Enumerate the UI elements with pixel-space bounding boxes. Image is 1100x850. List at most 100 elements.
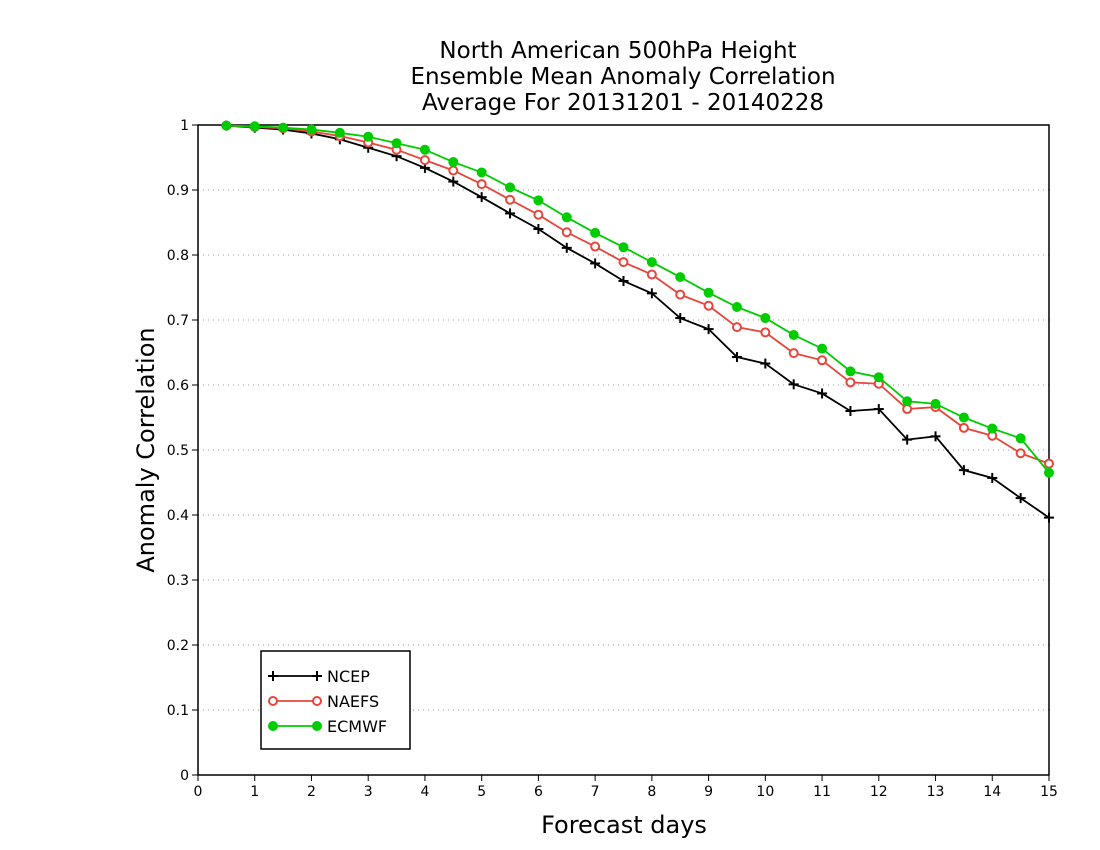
data-point	[1015, 448, 1026, 459]
data-point	[476, 167, 487, 178]
data-point	[419, 155, 430, 166]
x-tick-label: 5	[477, 784, 486, 800]
data-point	[703, 324, 714, 335]
y-tick-label: 0.9	[167, 183, 189, 199]
data-point	[1044, 512, 1054, 523]
legend-item-naefs: NAEFS	[268, 692, 379, 711]
series-line	[226, 124, 1050, 474]
y-tick-label: 0	[180, 768, 189, 784]
grid-lines	[198, 124, 1049, 711]
chart-title: North American 500hPa Height Ensemble Me…	[410, 38, 835, 116]
data-point	[590, 227, 601, 238]
data-point	[873, 404, 884, 415]
data-point	[845, 377, 856, 388]
legend-marker	[312, 671, 322, 681]
data-point	[788, 379, 799, 390]
x-tick-label: 13	[927, 784, 945, 800]
y-axis-title: Anomaly Correlation	[132, 327, 160, 572]
data-point	[760, 313, 771, 324]
legend-marker	[312, 721, 322, 731]
data-point	[760, 358, 771, 369]
x-tick-label: 1	[250, 784, 259, 800]
data-point	[278, 122, 289, 133]
data-point	[618, 242, 629, 253]
data-point	[788, 348, 799, 359]
data-point	[958, 465, 969, 476]
data-point	[476, 192, 487, 203]
series-ecmwf	[221, 120, 1054, 478]
title-line-3: Average For 20131201 - 20140228	[422, 90, 824, 116]
x-tick-label: 3	[364, 784, 373, 800]
y-tick-label: 1	[180, 118, 189, 134]
data-point	[448, 165, 459, 176]
data-point	[618, 276, 629, 286]
x-tick-label: 10	[756, 784, 774, 800]
y-tick-label: 0.7	[167, 313, 189, 329]
data-point	[561, 212, 572, 223]
data-point	[987, 423, 998, 434]
data-point	[448, 176, 459, 187]
data-point	[817, 388, 828, 399]
legend-box	[260, 650, 411, 750]
x-axis-title: Forecast days	[541, 811, 707, 839]
data-point	[505, 182, 516, 193]
data-point	[618, 257, 629, 268]
data-point	[533, 224, 544, 234]
data-point	[505, 194, 516, 205]
data-point	[590, 258, 601, 269]
x-tick-label: 7	[591, 784, 600, 800]
data-point	[731, 322, 742, 333]
data-point	[561, 227, 572, 238]
data-point	[873, 372, 884, 383]
series-line	[226, 124, 1050, 519]
data-point	[1015, 433, 1026, 444]
data-point	[703, 300, 714, 311]
legend-item-ncep: NCEP	[268, 667, 370, 686]
data-point	[731, 302, 742, 312]
data-point	[675, 313, 686, 324]
data-point	[817, 355, 828, 366]
data-point	[817, 343, 828, 354]
series-lines	[221, 120, 1054, 523]
x-tick-label: 14	[983, 784, 1001, 800]
x-tick-label: 9	[704, 784, 713, 800]
data-point	[958, 412, 969, 423]
data-point	[1044, 458, 1054, 469]
x-tick-label: 15	[1040, 784, 1058, 800]
data-point	[391, 138, 402, 149]
data-point	[845, 406, 856, 416]
y-tick-label: 0.8	[167, 248, 189, 264]
legend-label: NAEFS	[327, 692, 379, 711]
series-ncep	[221, 120, 1054, 523]
y-tick-label: 0.4	[167, 508, 189, 524]
data-point	[760, 327, 771, 338]
data-point	[788, 329, 799, 340]
y-tick-label: 0.1	[167, 703, 189, 719]
y-tick-label: 0.3	[167, 573, 189, 589]
y-tick-label: 0.6	[167, 378, 189, 394]
x-tick-label: 12	[870, 784, 888, 800]
axes	[192, 124, 1050, 781]
legend-item-ecmwf: ECMWF	[268, 717, 387, 736]
title-line-1: North American 500hPa Height	[439, 38, 796, 64]
data-point	[1015, 493, 1026, 504]
data-point	[930, 398, 941, 409]
data-point	[533, 195, 544, 206]
series-line	[226, 124, 1050, 465]
series-naefs	[221, 120, 1054, 469]
data-point	[249, 121, 260, 132]
data-point	[533, 209, 544, 220]
tick-labels: 00.10.20.30.40.50.60.70.80.910 1 2 3 4 5 6 7 8 9 1…	[167, 118, 1058, 800]
x-tick-label: 8	[647, 784, 656, 800]
data-point	[646, 257, 657, 268]
data-point	[476, 179, 487, 190]
data-point	[448, 157, 459, 168]
legend-marker	[268, 671, 278, 681]
data-point	[958, 422, 969, 433]
legend-label: NCEP	[327, 667, 370, 686]
data-point	[902, 434, 913, 445]
y-tick-label: 0.5	[167, 443, 189, 459]
data-point	[334, 127, 345, 138]
legend-marker	[268, 721, 278, 731]
